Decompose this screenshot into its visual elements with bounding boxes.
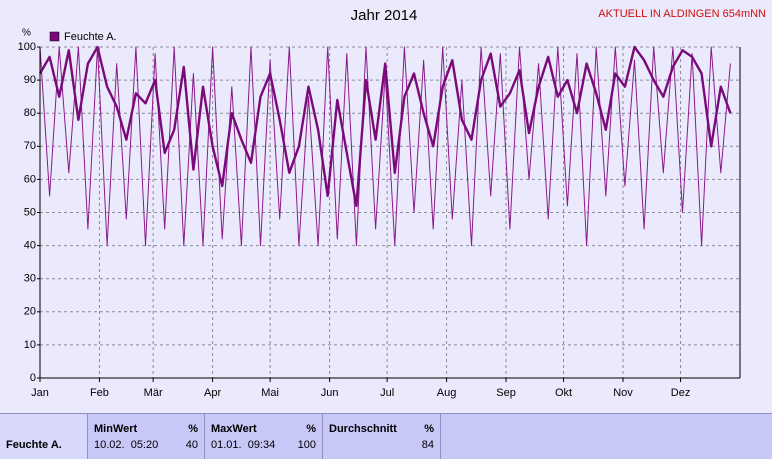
x-tick-label: Dez xyxy=(671,387,691,399)
y-tick-label: 70 xyxy=(24,140,36,152)
x-tick-label: Jan xyxy=(31,387,49,399)
max-cell: MaxWert % 01.01. 09:34 100 xyxy=(205,414,323,459)
x-tick-label: Nov xyxy=(613,387,633,399)
unit: % xyxy=(306,423,316,435)
x-tick-label: Feb xyxy=(90,387,109,399)
legend-swatch xyxy=(49,31,60,42)
time: 01.01. 09:34 xyxy=(211,439,276,451)
x-tick-label: Aug xyxy=(437,387,457,399)
subtitle: AKTUELL IN ALDINGEN 654mNN xyxy=(598,8,766,20)
series-line xyxy=(38,45,732,208)
y-axis-label: % xyxy=(22,28,31,39)
value: 84 xyxy=(421,439,434,451)
y-tick-label: 50 xyxy=(24,206,36,218)
time: 10.02. 05:20 xyxy=(94,439,159,451)
min-cell: MinWert % 10.02. 05:20 40 xyxy=(88,414,205,459)
header: MaxWert xyxy=(211,423,257,435)
y-tick-label: 20 xyxy=(24,306,36,318)
y-tick-label: 0 xyxy=(30,372,36,384)
x-tick-label: Mai xyxy=(261,387,279,399)
x-tick-label: Jul xyxy=(380,387,394,399)
y-tick-label: 10 xyxy=(24,339,36,351)
x-tick-label: Okt xyxy=(555,387,572,399)
x-tick-label: Jun xyxy=(321,387,339,399)
chart: Jahr 2014 AKTUELL IN ALDINGEN 654mNN % F… xyxy=(18,7,766,399)
y-tick-label: 30 xyxy=(24,273,36,285)
y-tick-label: 100 xyxy=(18,41,36,53)
header: MinWert xyxy=(94,423,138,435)
y-tick-label: 80 xyxy=(24,107,36,119)
y-tick-label: 90 xyxy=(24,74,36,86)
unit: % xyxy=(188,423,198,435)
x-tick-label: Apr xyxy=(204,387,221,399)
value: 40 xyxy=(185,439,198,451)
legend-label: Feuchte A. xyxy=(64,31,117,43)
y-tick-label: 60 xyxy=(24,173,36,185)
x-tick-label: Mär xyxy=(144,387,163,399)
value: 100 xyxy=(297,439,316,451)
y-tick-label: 40 xyxy=(24,240,36,252)
row-cell: Feuchte A. xyxy=(0,414,88,459)
chart-title: Jahr 2014 xyxy=(351,7,418,24)
header: Durchschnitt xyxy=(329,423,397,435)
unit: % xyxy=(424,423,434,435)
x-tick-label: Sep xyxy=(496,387,516,399)
row-label: Feuchte A. xyxy=(6,439,62,451)
summary-table: Feuchte A. MinWert % 10.02. 05:20 40 Max… xyxy=(0,413,772,459)
avg-cell: Durchschnitt % 84 xyxy=(323,414,441,459)
